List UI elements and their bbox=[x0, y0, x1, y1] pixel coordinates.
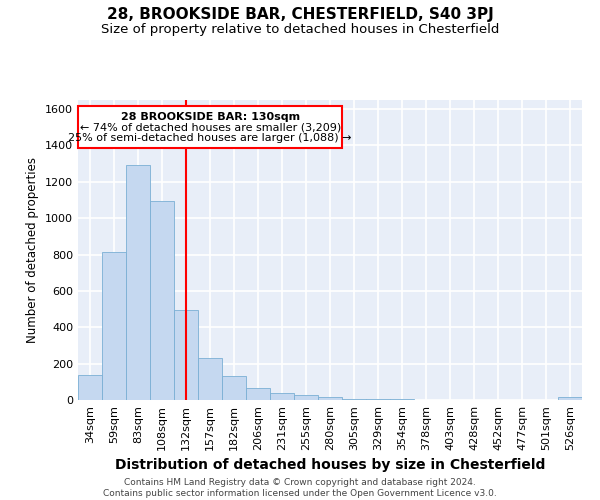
Bar bbox=[246, 388, 270, 400]
Bar bbox=[342, 399, 366, 400]
Bar bbox=[558, 398, 582, 400]
Bar bbox=[174, 310, 198, 400]
Text: Size of property relative to detached houses in Chesterfield: Size of property relative to detached ho… bbox=[101, 22, 499, 36]
Bar bbox=[270, 393, 294, 400]
X-axis label: Distribution of detached houses by size in Chesterfield: Distribution of detached houses by size … bbox=[115, 458, 545, 472]
Y-axis label: Number of detached properties: Number of detached properties bbox=[26, 157, 40, 343]
Bar bbox=[79, 106, 342, 148]
Bar bbox=[222, 376, 246, 400]
Bar bbox=[390, 399, 414, 400]
Bar bbox=[78, 374, 102, 400]
Text: ← 74% of detached houses are smaller (3,209): ← 74% of detached houses are smaller (3,… bbox=[80, 122, 341, 132]
Bar bbox=[150, 201, 174, 400]
Text: Contains HM Land Registry data © Crown copyright and database right 2024.
Contai: Contains HM Land Registry data © Crown c… bbox=[103, 478, 497, 498]
Text: 28 BROOKSIDE BAR: 130sqm: 28 BROOKSIDE BAR: 130sqm bbox=[121, 112, 300, 122]
Text: 28, BROOKSIDE BAR, CHESTERFIELD, S40 3PJ: 28, BROOKSIDE BAR, CHESTERFIELD, S40 3PJ bbox=[107, 8, 493, 22]
Bar bbox=[294, 396, 318, 400]
Text: 25% of semi-detached houses are larger (1,088) →: 25% of semi-detached houses are larger (… bbox=[68, 133, 352, 143]
Bar bbox=[366, 399, 390, 400]
Bar bbox=[318, 398, 342, 400]
Bar bbox=[126, 164, 150, 400]
Bar bbox=[198, 358, 222, 400]
Bar bbox=[102, 252, 126, 400]
